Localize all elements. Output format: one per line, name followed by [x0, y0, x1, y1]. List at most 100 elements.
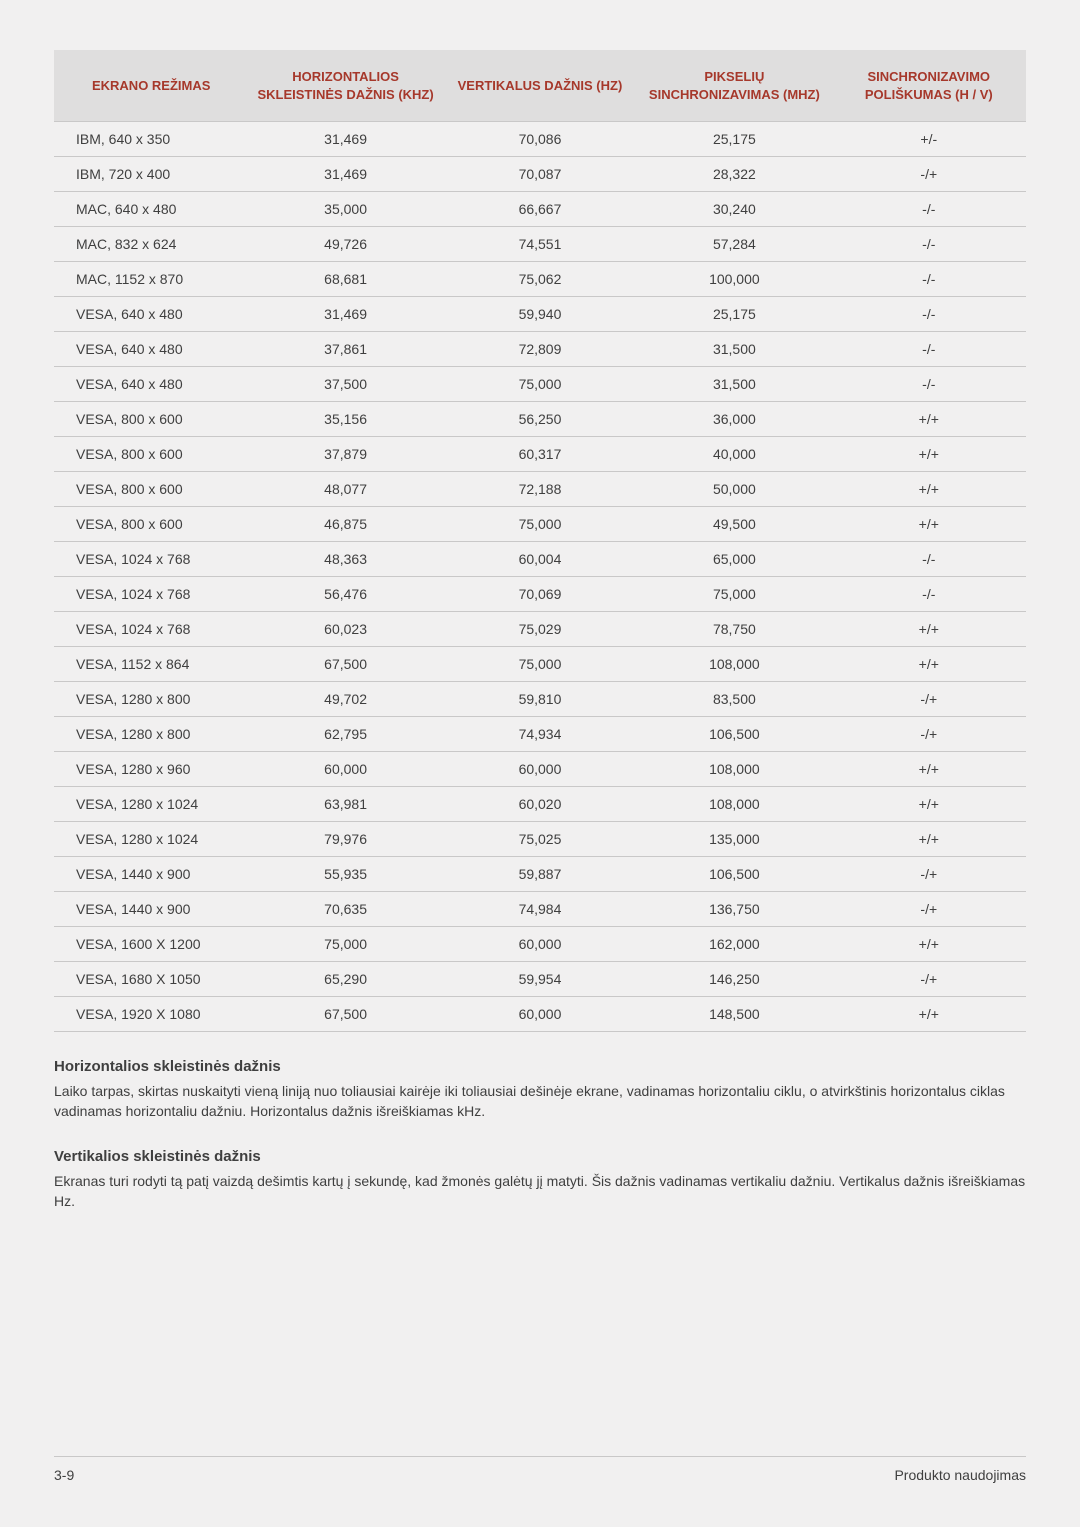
cell-h: 60,000: [248, 752, 442, 787]
cell-pol: -/+: [832, 962, 1026, 997]
cell-h: 55,935: [248, 857, 442, 892]
cell-px: 106,500: [637, 717, 831, 752]
table-row: IBM, 720 x 40031,46970,08728,322-/+: [54, 157, 1026, 192]
cell-mode: VESA, 1280 x 1024: [54, 822, 248, 857]
cell-mode: VESA, 800 x 600: [54, 472, 248, 507]
cell-pol: +/+: [832, 507, 1026, 542]
cell-h: 37,500: [248, 367, 442, 402]
table-row: VESA, 1280 x 102463,98160,020108,000+/+: [54, 787, 1026, 822]
cell-mode: VESA, 1920 X 1080: [54, 997, 248, 1032]
vert-section-text: Ekranas turi rodyti tą patį vaizdą dešim…: [54, 1171, 1026, 1212]
table-row: VESA, 640 x 48031,46959,94025,175-/-: [54, 297, 1026, 332]
cell-mode: VESA, 1440 x 900: [54, 857, 248, 892]
cell-h: 48,363: [248, 542, 442, 577]
cell-h: 70,635: [248, 892, 442, 927]
cell-px: 108,000: [637, 787, 831, 822]
table-row: VESA, 1024 x 76848,36360,00465,000-/-: [54, 542, 1026, 577]
cell-v: 60,000: [443, 997, 637, 1032]
cell-v: 74,984: [443, 892, 637, 927]
cell-pol: +/+: [832, 472, 1026, 507]
cell-v: 72,809: [443, 332, 637, 367]
cell-h: 48,077: [248, 472, 442, 507]
cell-px: 136,750: [637, 892, 831, 927]
cell-px: 146,250: [637, 962, 831, 997]
cell-px: 106,500: [637, 857, 831, 892]
cell-h: 31,469: [248, 297, 442, 332]
table-row: VESA, 1152 x 86467,50075,000108,000+/+: [54, 647, 1026, 682]
table-row: MAC, 832 x 62449,72674,55157,284-/-: [54, 227, 1026, 262]
cell-mode: VESA, 1024 x 768: [54, 577, 248, 612]
cell-pol: +/+: [832, 437, 1026, 472]
cell-h: 37,861: [248, 332, 442, 367]
cell-pol: -/+: [832, 682, 1026, 717]
cell-v: 74,551: [443, 227, 637, 262]
cell-pol: -/-: [832, 332, 1026, 367]
th-pixclk: PIKSELIŲ SINCHRONIZAVIMAS (MHZ): [637, 50, 831, 122]
cell-h: 31,469: [248, 122, 442, 157]
cell-v: 60,004: [443, 542, 637, 577]
table-row: VESA, 1600 X 120075,00060,000162,000+/+: [54, 927, 1026, 962]
cell-px: 30,240: [637, 192, 831, 227]
cell-h: 67,500: [248, 997, 442, 1032]
cell-mode: VESA, 1152 x 864: [54, 647, 248, 682]
table-row: VESA, 800 x 60046,87575,00049,500+/+: [54, 507, 1026, 542]
cell-v: 59,954: [443, 962, 637, 997]
cell-pol: -/+: [832, 892, 1026, 927]
cell-pol: +/+: [832, 647, 1026, 682]
table-row: VESA, 640 x 48037,50075,00031,500-/-: [54, 367, 1026, 402]
cell-h: 65,290: [248, 962, 442, 997]
cell-pol: +/+: [832, 402, 1026, 437]
table-row: VESA, 1280 x 80062,79574,934106,500-/+: [54, 717, 1026, 752]
table-row: VESA, 1280 x 102479,97675,025135,000+/+: [54, 822, 1026, 857]
table-row: VESA, 800 x 60037,87960,31740,000+/+: [54, 437, 1026, 472]
vert-section-title: Vertikalios skleistinės dažnis: [54, 1148, 1026, 1165]
table-body: IBM, 640 x 35031,46970,08625,175+/-IBM, …: [54, 122, 1026, 1032]
cell-px: 25,175: [637, 122, 831, 157]
cell-pol: -/-: [832, 542, 1026, 577]
cell-mode: MAC, 640 x 480: [54, 192, 248, 227]
cell-v: 59,810: [443, 682, 637, 717]
cell-px: 162,000: [637, 927, 831, 962]
table-row: VESA, 1920 X 108067,50060,000148,500+/+: [54, 997, 1026, 1032]
cell-h: 56,476: [248, 577, 442, 612]
cell-pol: +/+: [832, 997, 1026, 1032]
table-row: MAC, 1152 x 87068,68175,062100,000-/-: [54, 262, 1026, 297]
cell-pol: +/+: [832, 822, 1026, 857]
cell-pol: +/+: [832, 927, 1026, 962]
cell-mode: IBM, 640 x 350: [54, 122, 248, 157]
cell-px: 57,284: [637, 227, 831, 262]
cell-mode: IBM, 720 x 400: [54, 157, 248, 192]
th-mode: EKRANO REŽIMAS: [54, 50, 248, 122]
cell-pol: -/-: [832, 577, 1026, 612]
cell-px: 75,000: [637, 577, 831, 612]
cell-v: 60,020: [443, 787, 637, 822]
cell-pol: -/-: [832, 192, 1026, 227]
cell-v: 59,887: [443, 857, 637, 892]
cell-h: 49,702: [248, 682, 442, 717]
cell-pol: -/-: [832, 262, 1026, 297]
cell-px: 49,500: [637, 507, 831, 542]
cell-h: 63,981: [248, 787, 442, 822]
cell-pol: -/+: [832, 157, 1026, 192]
horiz-section-text: Laiko tarpas, skirtas nuskaityti vieną l…: [54, 1081, 1026, 1122]
cell-v: 60,000: [443, 752, 637, 787]
table-row: VESA, 1024 x 76860,02375,02978,750+/+: [54, 612, 1026, 647]
cell-mode: VESA, 640 x 480: [54, 297, 248, 332]
cell-h: 35,000: [248, 192, 442, 227]
cell-v: 75,000: [443, 367, 637, 402]
table-row: VESA, 640 x 48037,86172,80931,500-/-: [54, 332, 1026, 367]
horiz-section-title: Horizontalios skleistinės dažnis: [54, 1058, 1026, 1075]
cell-mode: VESA, 800 x 600: [54, 507, 248, 542]
cell-px: 100,000: [637, 262, 831, 297]
cell-h: 35,156: [248, 402, 442, 437]
table-row: VESA, 1280 x 80049,70259,81083,500-/+: [54, 682, 1026, 717]
cell-h: 31,469: [248, 157, 442, 192]
cell-px: 36,000: [637, 402, 831, 437]
cell-mode: VESA, 640 x 480: [54, 367, 248, 402]
page-content: EKRANO REŽIMAS HORIZONTALIOS SKLEISTINĖS…: [0, 0, 1080, 1211]
cell-px: 31,500: [637, 332, 831, 367]
th-vfreq: VERTIKALUS DAŽNIS (HZ): [443, 50, 637, 122]
cell-h: 68,681: [248, 262, 442, 297]
cell-mode: VESA, 1024 x 768: [54, 612, 248, 647]
cell-pol: -/-: [832, 227, 1026, 262]
